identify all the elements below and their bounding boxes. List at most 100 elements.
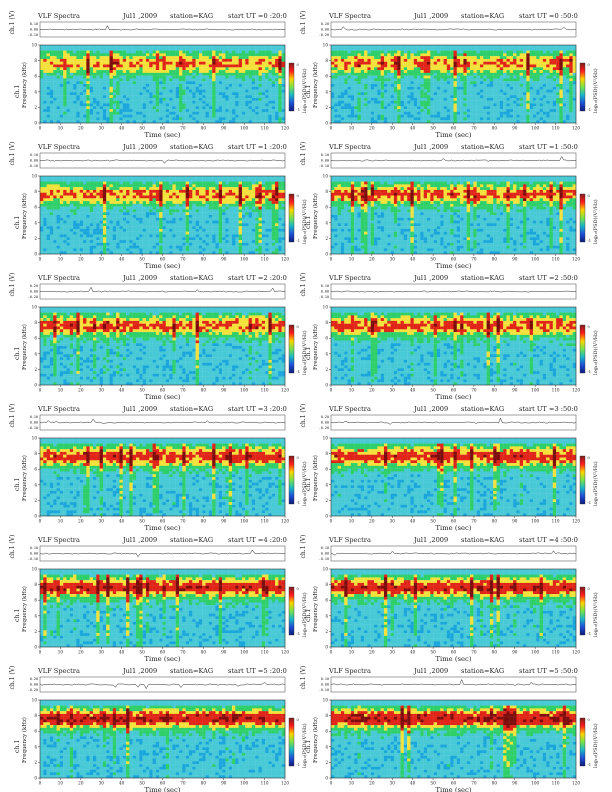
spectrogram-cell — [89, 201, 94, 205]
spectrogram-cell — [99, 117, 104, 121]
spectrogram-cell — [529, 92, 534, 96]
spectrogram-cell — [119, 58, 123, 62]
spectrogram-cell — [169, 120, 173, 124]
spectrogram-cell — [556, 92, 560, 96]
spectrogram-cell — [374, 120, 378, 124]
spectrogram-cell — [397, 97, 401, 101]
spectrogram-cell — [456, 56, 461, 60]
spectrogram-cell — [56, 86, 61, 90]
spectrogram-cell — [172, 50, 176, 54]
spectrogram-cell — [46, 203, 51, 207]
spectrogram-cell — [271, 114, 276, 118]
spectrogram-cell — [453, 58, 457, 62]
spectrogram-cell — [172, 97, 176, 101]
spectrogram-cell — [188, 117, 193, 121]
spectrogram-cell — [456, 97, 461, 101]
spectrogram-cell — [202, 58, 206, 62]
spectrogram-cell — [79, 203, 84, 207]
spectrogram-cell — [89, 195, 94, 199]
spectrogram-cell — [159, 56, 163, 60]
spectrogram-cell — [357, 81, 361, 85]
spectrogram-cell — [536, 64, 540, 68]
spectrogram-cell — [96, 223, 100, 227]
spectrogram-cell — [364, 95, 368, 99]
spectrogram-cell — [523, 97, 527, 101]
spectrogram-cell — [152, 64, 157, 68]
spectrogram-cell — [430, 70, 434, 74]
spectrogram-cell — [208, 95, 213, 99]
spectrogram-cell — [506, 97, 510, 101]
spectrogram-cell — [443, 97, 448, 101]
spectrogram-cell — [66, 248, 70, 252]
spectrogram-cell — [248, 64, 253, 68]
spectrogram-cell — [413, 95, 418, 99]
spectrogram-cell — [523, 86, 527, 90]
spectrogram-cell — [562, 97, 567, 101]
spectrogram-cell — [410, 70, 414, 74]
spectrogram-cell — [59, 56, 64, 60]
spectrogram-cell — [446, 50, 451, 54]
spectrogram-cell — [145, 89, 150, 93]
spectrogram-cell — [337, 75, 342, 79]
spectrogram-cell — [572, 78, 577, 82]
spectrogram-cell — [40, 240, 44, 244]
spectrogram-cell — [473, 111, 477, 115]
spectrogram-cell — [337, 117, 342, 121]
spectrogram-cell — [188, 86, 193, 90]
spectrogram-cell — [440, 61, 444, 65]
spectrogram-cell — [377, 50, 381, 54]
spectrogram-cell — [89, 70, 94, 74]
spectrogram-cell — [43, 89, 47, 93]
spectrogram-cell — [281, 61, 286, 65]
spectrogram-cell — [370, 106, 375, 110]
spectrogram-cell — [159, 47, 163, 51]
spectrogram-cell — [377, 95, 381, 99]
spectrogram-cell — [559, 47, 563, 51]
spectrogram-cell — [278, 67, 282, 71]
spectrogram-cell — [513, 64, 517, 68]
spectrogram-cell — [79, 58, 84, 62]
spectrogram-cell — [496, 70, 500, 74]
spectrogram-cell — [446, 120, 451, 124]
spectrogram-cell — [552, 58, 557, 62]
spectrogram-cell — [400, 103, 404, 107]
spectrogram-cell — [393, 106, 398, 110]
spectrogram-cell — [261, 81, 266, 85]
spectrogram-cell — [119, 220, 123, 224]
spectrogram-cell — [66, 198, 70, 202]
spectrogram-cell — [218, 120, 223, 124]
spectrogram-cell — [119, 111, 123, 115]
spectrogram-cell — [275, 47, 279, 51]
spectrogram-cell — [126, 111, 130, 115]
spectrogram-cell — [43, 226, 47, 230]
spectrogram-cell — [331, 95, 335, 99]
spectrogram-cell — [258, 95, 262, 99]
spectrogram-cell — [559, 114, 563, 118]
spectrogram-cell — [261, 67, 266, 71]
spectrogram-cell — [228, 84, 233, 87]
spectrogram-cell — [99, 114, 104, 118]
spectrogram-cell — [367, 114, 371, 118]
spectrogram-cell — [99, 109, 104, 113]
spectrogram-cell — [268, 100, 272, 104]
spectrogram-cell — [69, 86, 74, 90]
spectrogram-cell — [265, 111, 269, 115]
spectrogram-cell — [169, 70, 173, 74]
spectrogram-cell — [509, 72, 514, 76]
spectrogram-cell — [92, 97, 97, 101]
spectrogram-cell — [149, 86, 153, 90]
spectrogram-cell — [202, 95, 206, 99]
spectrogram-cell — [556, 50, 560, 54]
spectrogram-cell — [370, 117, 375, 121]
spectrogram-cell — [126, 81, 130, 85]
spectrogram-cell — [205, 72, 209, 76]
spectrogram-cell — [370, 81, 375, 85]
spectrogram-cell — [473, 75, 477, 79]
spectrogram-cell — [172, 92, 176, 96]
spectrogram-cell — [476, 89, 481, 93]
spectrogram-cell — [112, 86, 117, 90]
spectrogram-cell — [165, 106, 170, 110]
spectrogram-cell — [334, 53, 338, 57]
x-tick-label: 40 — [410, 126, 416, 131]
spectrogram-cell — [268, 56, 272, 60]
